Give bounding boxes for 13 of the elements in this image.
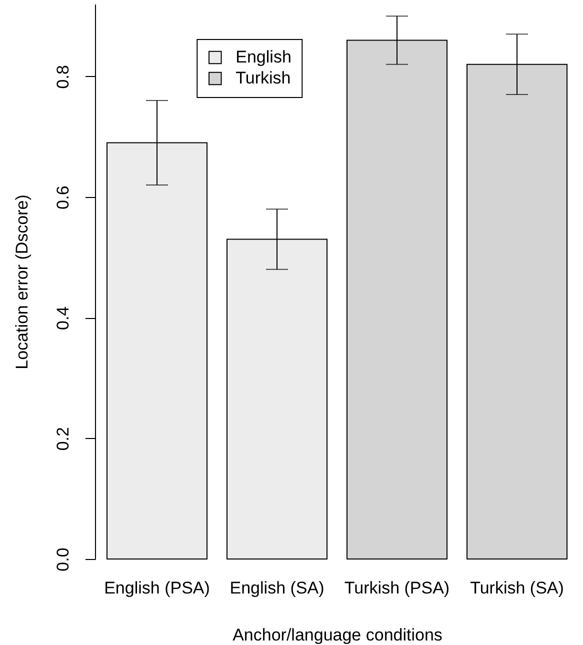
y-tick-label: 0.0 (54, 548, 72, 572)
y-tick-label: 0.6 (54, 186, 72, 210)
x-tick-label: English (SA) (230, 578, 324, 598)
x-tick-label: Turkish (PSA) (344, 578, 450, 598)
y-tick-label: 0.2 (54, 427, 72, 451)
legend-label: English (236, 48, 292, 66)
x-tick-label: English (PSA) (104, 578, 210, 598)
x-axis-title: Anchor/language conditions (232, 626, 442, 644)
y-axis-title: Location error (Dscore) (12, 194, 32, 370)
y-tick-label: 0.4 (54, 306, 72, 330)
x-tick-label: Turkish (SA) (470, 578, 564, 598)
legend-label: Turkish (236, 68, 291, 88)
y-tick-label: 0.8 (54, 65, 72, 89)
